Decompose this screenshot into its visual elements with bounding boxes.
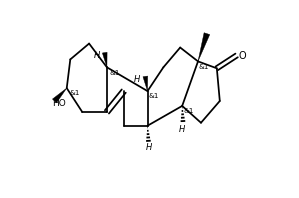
Text: &1: &1 — [199, 64, 209, 70]
Text: &1: &1 — [149, 93, 159, 99]
Text: O: O — [239, 51, 246, 61]
Polygon shape — [143, 76, 148, 91]
Text: H: H — [179, 125, 185, 134]
Polygon shape — [102, 52, 107, 67]
Text: H: H — [134, 75, 140, 84]
Text: HO: HO — [53, 99, 66, 108]
Text: &1: &1 — [110, 70, 120, 76]
Polygon shape — [52, 88, 67, 103]
Text: H: H — [146, 143, 152, 152]
Text: H: H — [94, 51, 100, 60]
Polygon shape — [198, 33, 210, 61]
Text: &1: &1 — [183, 108, 193, 114]
Text: &1: &1 — [69, 90, 80, 96]
